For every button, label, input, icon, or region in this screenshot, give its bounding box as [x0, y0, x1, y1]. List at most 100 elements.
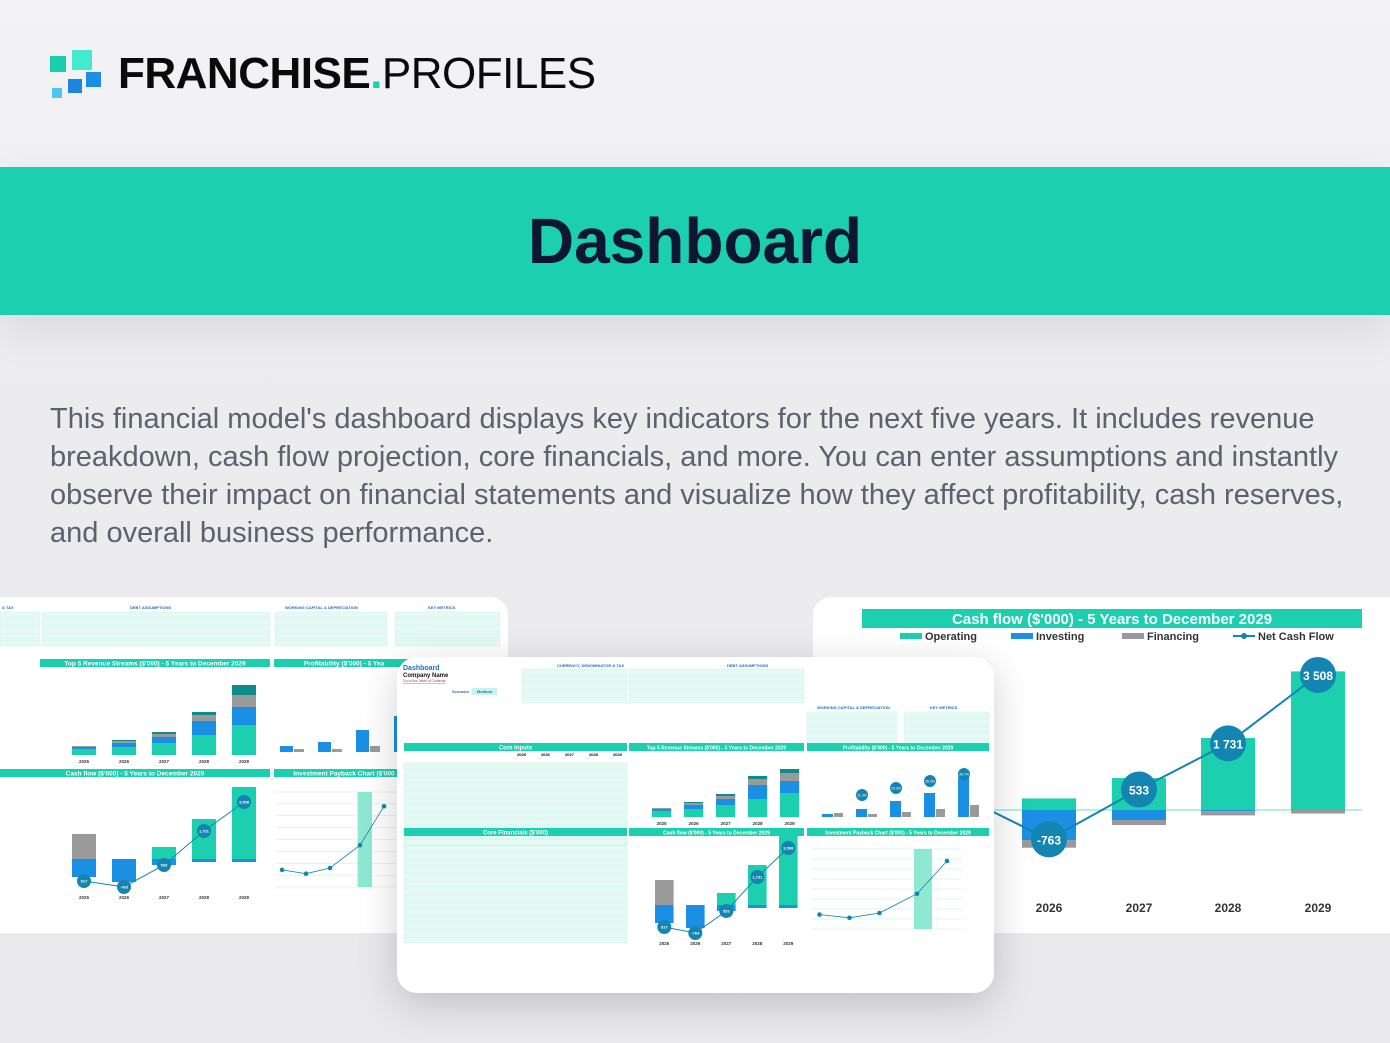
ebitda-bar	[370, 746, 380, 752]
revenue-bar	[652, 808, 672, 809]
table-row	[41, 625, 271, 633]
data-label: 3,508	[239, 800, 250, 805]
section-label: KEY METRICS	[428, 605, 456, 610]
cash-bar-investing	[686, 905, 705, 928]
table-row	[403, 887, 628, 895]
table-row	[274, 625, 388, 633]
year-header: 2025	[517, 752, 527, 757]
revenue-bar	[152, 734, 176, 737]
table-row	[903, 725, 990, 733]
revenue-bar	[684, 809, 704, 817]
revenue-bar	[748, 785, 768, 799]
data-label: 917	[81, 879, 88, 884]
table-row	[403, 783, 628, 791]
net-cash-flow-marker	[688, 926, 703, 940]
x-tick-label: 2026	[1036, 901, 1063, 915]
section-header: Investment Payback Chart ($'000) - 5 Yea…	[825, 831, 971, 837]
revenue-bar	[748, 776, 768, 779]
section-label: DEBT ASSUMPTIONS	[727, 663, 769, 668]
table-row	[403, 811, 628, 819]
table-row	[394, 625, 501, 633]
ebitda-bar	[294, 749, 304, 752]
revenue-bar	[748, 779, 768, 785]
revenue-bar	[72, 747, 96, 749]
net-cash-flow-marker	[77, 874, 91, 888]
revenue-bar	[232, 725, 256, 755]
description: This financial model's dashboard display…	[50, 403, 1344, 549]
title-banner: Dashboard	[0, 167, 1390, 315]
net-cash-flow-marker	[719, 904, 734, 918]
section-label: Scenario	[452, 689, 469, 694]
ebitda-margin-marker	[890, 782, 902, 794]
x-tick-label: 2029	[239, 895, 250, 900]
section-header: Cash flow ($'000) - 5 Years to December …	[663, 831, 770, 837]
table-row	[274, 611, 388, 619]
data-label: 30.7%	[959, 773, 969, 777]
section-header-bar	[0, 769, 270, 777]
x-tick-label: 2028	[752, 941, 763, 946]
revenue-bar	[72, 746, 96, 747]
revenue-bar	[684, 805, 704, 809]
x-tick-label: 2029	[1305, 901, 1332, 915]
x-tick-label: 2027	[159, 895, 170, 900]
table-row	[806, 725, 898, 733]
net-cash-flow-marker	[1121, 771, 1157, 808]
legend-label: Financing	[1147, 631, 1199, 643]
cumulative-cash-marker	[944, 858, 950, 864]
section-label: & TAX	[2, 605, 14, 610]
section-label: KEY METRICS	[930, 705, 958, 710]
cash-bar-investing	[748, 905, 767, 908]
section-header: Profitability ($'000) - 5 Yea	[304, 661, 385, 668]
ebitda-bar	[970, 805, 979, 817]
franchise-profiles-logo[interactable]: FRANCHISE.PROFILES	[48, 48, 596, 100]
ebitda-margin-marker	[958, 768, 970, 780]
revenue-bar	[822, 814, 833, 817]
data-label: 1,731	[752, 875, 763, 880]
toc-link[interactable]: Go to the Table of Contents	[403, 679, 446, 683]
revenue-bar	[716, 799, 736, 805]
section-label: CURRENCY, DENOMINATOR & TAX	[557, 663, 624, 668]
revenue-bar	[280, 746, 293, 752]
cash-bar-operating	[152, 847, 176, 859]
section-header-bar	[274, 769, 414, 777]
ebitda-bar	[332, 749, 342, 752]
cash-bar-investing	[232, 859, 256, 862]
table-row	[403, 908, 628, 916]
revenue-bar	[856, 809, 867, 817]
net-cash-flow-marker	[1031, 821, 1067, 858]
legend-swatch-operating	[900, 633, 922, 639]
x-tick-label: 2029	[785, 821, 796, 826]
table-row	[628, 675, 805, 683]
revenue-bar	[748, 799, 768, 817]
x-tick-label: 2025	[79, 759, 90, 764]
revenue-bar	[112, 741, 136, 743]
x-tick-label: 2028	[1215, 901, 1242, 915]
table-row	[0, 639, 41, 647]
mini-dashboard-title: Dashboard	[403, 665, 440, 672]
x-tick-label: 2027	[721, 941, 732, 946]
section-header-bar	[629, 828, 804, 836]
section-header: Top 5 Revenue Streams ($'000) - 5 Years …	[647, 746, 787, 752]
bar-financing	[1291, 810, 1345, 814]
revenue-bar	[112, 740, 136, 741]
data-label: 26.3%	[925, 780, 935, 784]
x-tick-label: 2027	[159, 759, 170, 764]
table-row	[403, 915, 628, 923]
data-label: -763	[1037, 833, 1061, 847]
table-row	[403, 929, 628, 937]
table-row	[403, 845, 628, 853]
scenario-select[interactable]	[472, 688, 497, 695]
cash-bar-operating	[655, 880, 674, 905]
ebitda-margin-marker	[856, 789, 868, 801]
legend-swatch-financing	[1122, 633, 1144, 639]
table-row	[41, 611, 271, 619]
net-cash-flow-marker	[197, 824, 211, 838]
table-row	[628, 696, 805, 704]
cumulative-cash-marker	[817, 912, 822, 917]
net-cash-flow-line	[664, 847, 789, 934]
table-row	[0, 618, 41, 626]
table-row	[403, 797, 628, 805]
revenue-bar	[924, 793, 935, 817]
revenue-bar	[112, 743, 136, 747]
section-header: Cash flow ($'000) - 5 Years to December …	[66, 771, 205, 778]
